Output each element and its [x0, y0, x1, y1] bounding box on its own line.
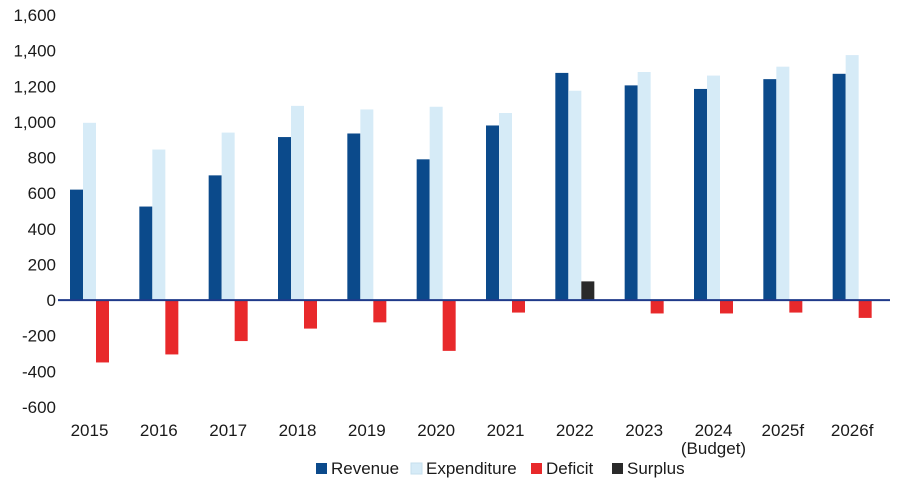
x-tick-label: 2025f	[762, 421, 805, 440]
legend: Revenue Expenditure Deficit Surplus	[316, 459, 685, 478]
y-tick-label: 800	[28, 149, 56, 168]
y-axis-ticks: -600 -400 -200 0 200 400 600 800 1,000 1,200 1,400…	[13, 6, 56, 417]
x-tick-label: 2016	[140, 421, 178, 440]
bar-expenditure	[707, 75, 720, 301]
bar-expenditure	[360, 109, 374, 301]
y-tick-label: 1,000	[13, 113, 56, 132]
bar-deficit	[373, 300, 387, 323]
legend-swatch-surplus	[612, 463, 623, 474]
bar-deficit	[650, 300, 664, 314]
bar-revenue	[486, 125, 499, 301]
y-tick-label: 400	[28, 220, 56, 239]
bar-expenditure	[221, 132, 235, 301]
bar-deficit	[512, 300, 525, 313]
x-tick-label: 2018	[279, 421, 317, 440]
legend-label-revenue: Revenue	[331, 459, 399, 478]
bar-deficit	[96, 300, 109, 363]
bar-revenue	[763, 79, 777, 301]
bar-expenditure	[568, 90, 582, 301]
bar-revenue	[832, 73, 846, 301]
x-tick-label: 2021	[487, 421, 525, 440]
bars	[70, 55, 872, 363]
bar-revenue	[347, 133, 361, 301]
bar-deficit	[720, 300, 733, 314]
bar-revenue	[624, 85, 638, 301]
x-tick-label: 2024	[695, 421, 733, 440]
x-tick-label: 2015	[71, 421, 109, 440]
bar-revenue	[694, 88, 707, 301]
legend-label-expenditure: Expenditure	[426, 459, 517, 478]
legend-swatch-deficit	[531, 463, 542, 474]
legend-swatch-revenue	[316, 463, 327, 474]
x-tick-label: 2020	[417, 421, 455, 440]
bar-revenue	[416, 159, 430, 301]
x-tick-label: (Budget)	[681, 439, 746, 458]
bar-revenue	[208, 175, 222, 301]
x-tick-label: 2026f	[831, 421, 874, 440]
legend-swatch-expenditure	[410, 462, 423, 475]
bar-surplus	[581, 281, 595, 301]
bar-deficit	[304, 300, 317, 329]
bar-expenditure	[637, 72, 651, 301]
bar-deficit	[165, 300, 179, 355]
x-tick-label: 2017	[209, 421, 247, 440]
bar-expenditure	[499, 113, 512, 301]
x-tick-label: 2022	[556, 421, 594, 440]
legend-label-surplus: Surplus	[627, 459, 685, 478]
y-tick-label: 600	[28, 184, 56, 203]
x-tick-label: 2019	[348, 421, 386, 440]
bar-expenditure	[845, 55, 859, 301]
bar-expenditure	[429, 106, 443, 301]
bar-expenditure	[776, 66, 790, 301]
y-tick-label: 1,200	[13, 77, 56, 96]
bar-expenditure	[291, 105, 304, 301]
bar-deficit	[442, 300, 456, 351]
bar-expenditure	[152, 149, 166, 301]
bar-expenditure	[83, 122, 96, 301]
bar-deficit	[234, 300, 248, 342]
y-tick-label: -600	[22, 398, 56, 417]
bar-deficit	[858, 300, 872, 318]
y-tick-label: -200	[22, 327, 56, 346]
bar-revenue	[278, 137, 291, 301]
bar-revenue	[555, 72, 569, 301]
y-tick-label: 1,600	[13, 6, 56, 25]
x-tick-label: 2023	[625, 421, 663, 440]
y-tick-label: 200	[28, 255, 56, 274]
y-tick-label: -400	[22, 362, 56, 381]
bar-revenue	[70, 189, 83, 301]
x-axis-labels: 2015 2016 2017 2018 2019 2020 2021 2022 2023 2024…	[71, 421, 874, 458]
bar-revenue	[139, 206, 153, 301]
y-tick-label: 1,400	[13, 42, 56, 61]
bar-deficit	[789, 300, 803, 313]
legend-label-deficit: Deficit	[546, 459, 594, 478]
y-tick-label: 0	[47, 291, 56, 310]
